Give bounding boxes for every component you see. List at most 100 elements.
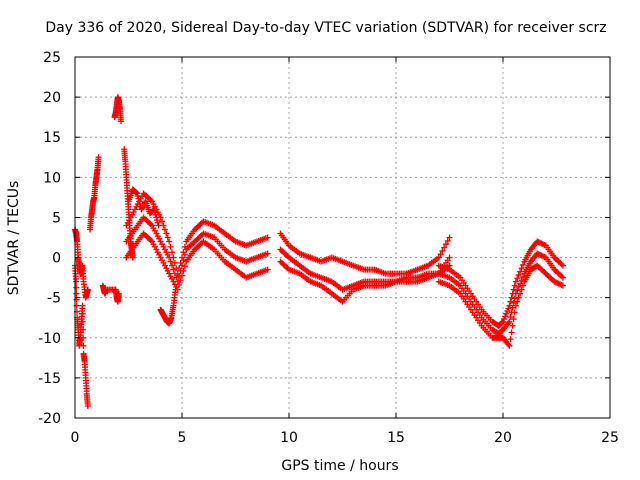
data-point (79, 310, 86, 317)
data-point (518, 277, 525, 284)
y-tick-label: -10 (38, 331, 61, 347)
data-point (171, 270, 178, 277)
series-peak-20 (111, 94, 125, 125)
y-tick-label: 5 (52, 210, 61, 226)
data-point (73, 284, 80, 291)
data-point (79, 318, 86, 325)
data-point (506, 342, 513, 349)
data-point (135, 195, 142, 202)
data-point (517, 290, 524, 297)
data-point (446, 254, 453, 261)
data-point (446, 234, 453, 241)
data-point (518, 286, 525, 293)
data-point (508, 294, 515, 301)
data-point (442, 241, 449, 248)
data-point (170, 266, 177, 273)
data-point (79, 302, 86, 309)
x-axis-ticks: 0 5 10 15 20 25 (71, 57, 619, 446)
data-point (181, 251, 188, 258)
x-tick-label: 10 (280, 430, 298, 446)
data-point (84, 402, 91, 409)
data-point (73, 278, 80, 285)
data-point (519, 282, 526, 289)
data-point (134, 193, 141, 200)
data-point (167, 243, 174, 250)
data-point (505, 320, 512, 327)
x-tick-label: 15 (387, 430, 405, 446)
data-point (80, 334, 87, 341)
data-point (500, 318, 506, 325)
data-point (169, 249, 176, 256)
data-point (153, 214, 160, 221)
chart-title: Day 336 of 2020, Sidereal Day-to-day VTE… (45, 20, 606, 36)
data-point (134, 190, 141, 197)
data-point (129, 254, 136, 261)
x-tick-label: 0 (71, 430, 80, 446)
data-point (503, 310, 510, 317)
y-tick-label: -15 (38, 371, 61, 387)
data-point (161, 226, 168, 233)
data-point (151, 209, 158, 216)
y-tick-label: -5 (47, 291, 61, 307)
data-point (507, 298, 514, 305)
data-point (519, 261, 526, 268)
data-point (166, 238, 173, 245)
series-band-c (123, 230, 271, 293)
data-point (515, 271, 522, 278)
x-tick-label: 25 (601, 430, 619, 446)
data-point (502, 313, 509, 320)
data-point (84, 286, 91, 293)
data-point (173, 274, 180, 281)
data-point (508, 329, 515, 336)
data-point (176, 281, 183, 288)
data-point (514, 287, 521, 294)
series-mid-band-b (277, 246, 453, 293)
data-point (164, 234, 171, 241)
y-axis-label: SDTVAR / TECUs (6, 181, 22, 296)
series-early-rise (86, 154, 102, 233)
data-point (505, 305, 512, 312)
data-point (444, 237, 451, 244)
data-point (509, 304, 516, 311)
data-point (441, 244, 448, 251)
data-point (80, 326, 87, 333)
data-point (499, 319, 506, 326)
data-point (133, 189, 140, 196)
x-axis-label: GPS time / hours (281, 458, 398, 474)
data-point (154, 217, 161, 224)
data-point (435, 254, 442, 261)
data-point (73, 290, 80, 297)
data-point (169, 262, 176, 269)
data-point (136, 198, 143, 205)
y-tick-label: 20 (43, 90, 61, 106)
data-point (163, 230, 170, 237)
data-point (501, 316, 508, 323)
data-point (155, 222, 162, 229)
data-point (507, 336, 514, 343)
x-tick-label: 20 (494, 430, 512, 446)
y-tick-label: 15 (43, 130, 61, 146)
data-point (515, 294, 522, 301)
data-point (559, 274, 566, 281)
series-band-b (123, 214, 271, 285)
series-early-start (72, 226, 91, 301)
data-point (166, 254, 173, 261)
data-point (518, 265, 525, 272)
data-point (506, 302, 513, 309)
data-point (152, 211, 159, 218)
data-point (439, 247, 446, 254)
data-point (176, 273, 183, 280)
data-point (505, 341, 512, 348)
data-point (181, 263, 188, 270)
data-point (80, 342, 87, 349)
data-point (506, 318, 513, 325)
y-tick-label: 0 (52, 251, 61, 267)
data-point (264, 234, 271, 241)
data-point (159, 218, 166, 225)
data-point (515, 283, 522, 290)
data-point (517, 268, 524, 275)
data-point (512, 302, 519, 309)
data-point (514, 298, 521, 305)
series-short-cluster (99, 282, 122, 305)
